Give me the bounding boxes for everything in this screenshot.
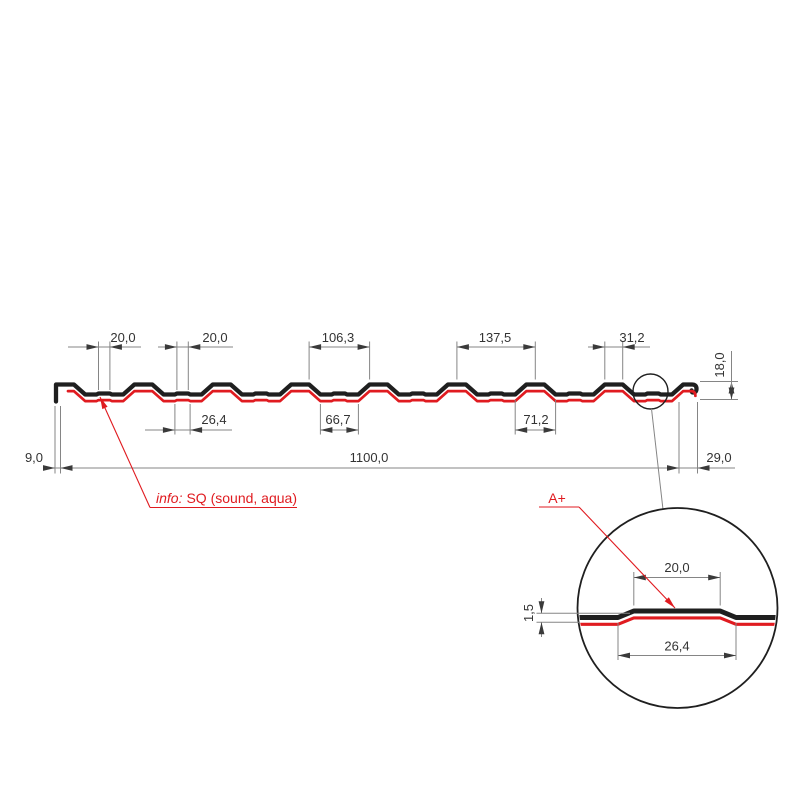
sheet-steel-outline — [53, 382, 699, 404]
dim-label-crest-base: 71,2 — [523, 412, 548, 427]
dim-detail-rib-height: 1,5 — [521, 598, 630, 637]
detail-coating-line — [579, 616, 776, 626]
main-profile — [53, 382, 699, 404]
dim-valley-opening-top: 106,3 — [308, 330, 371, 380]
detail-leader-line — [651, 408, 664, 510]
dim-rib-base-width: 26,4 — [145, 404, 232, 435]
dim-label-left-edge: 9,0 — [25, 450, 43, 465]
info-note-text: info: SQ (sound, aqua) — [156, 490, 297, 506]
dim-label-rib1-top: 20,0 — [110, 330, 135, 345]
detail-view-circle — [576, 507, 779, 709]
info-leader-line — [99, 396, 151, 508]
dim-label-detail-rib-top: 20,0 — [664, 560, 689, 575]
dim-label-crest-top: 31,2 — [619, 330, 644, 345]
detail-callout: A+ — [539, 490, 676, 609]
dim-module-pitch: 137,5 — [456, 330, 536, 380]
dim-profile-height: 18,0 — [700, 351, 738, 400]
detail-view: 20,0 26,4 1,5 A+ — [521, 490, 779, 709]
dim-crest-base-width: 71,2 — [514, 400, 557, 435]
dim-label-rib2-top: 20,0 — [202, 330, 227, 345]
dim-detail-rib-base: 26,4 — [617, 623, 737, 660]
dim-detail-rib-top: 20,0 — [633, 560, 721, 606]
dim-label-detail-rib-height: 1,5 — [521, 604, 536, 622]
dim-label-valley-opening: 106,3 — [322, 330, 355, 345]
detail-callout-label: A+ — [548, 490, 566, 506]
info-note-prefix: info: — [156, 490, 183, 506]
dim-crest-top-width: 31,2 — [588, 330, 650, 380]
info-note: info: SQ (sound, aqua) — [99, 396, 297, 509]
dim-label-rib-base: 26,4 — [201, 412, 226, 427]
dim-rib2-top-width: 20,0 — [158, 330, 233, 390]
dim-valley-flat-width: 66,7 — [319, 404, 359, 435]
dim-label-cover-width: 1100,0 — [350, 450, 389, 465]
sheet-coating-underside — [66, 389, 697, 403]
dim-label-right-edge: 29,0 — [706, 450, 731, 465]
dim-label-valley-flat: 66,7 — [325, 412, 350, 427]
dim-rib1-top-width: 20,0 — [68, 330, 141, 390]
detail-steel-outline — [579, 608, 776, 620]
detail-mark-circle — [632, 373, 669, 410]
detail-callout-leader — [578, 506, 676, 609]
dim-label-pitch: 137,5 — [479, 330, 512, 345]
dim-overall-bottom: 9,0 1100,0 29,0 — [25, 402, 735, 474]
info-note-body: SQ (sound, aqua) — [186, 490, 297, 506]
dim-label-profile-height: 18,0 — [712, 352, 727, 377]
dim-label-detail-rib-base: 26,4 — [664, 639, 689, 654]
